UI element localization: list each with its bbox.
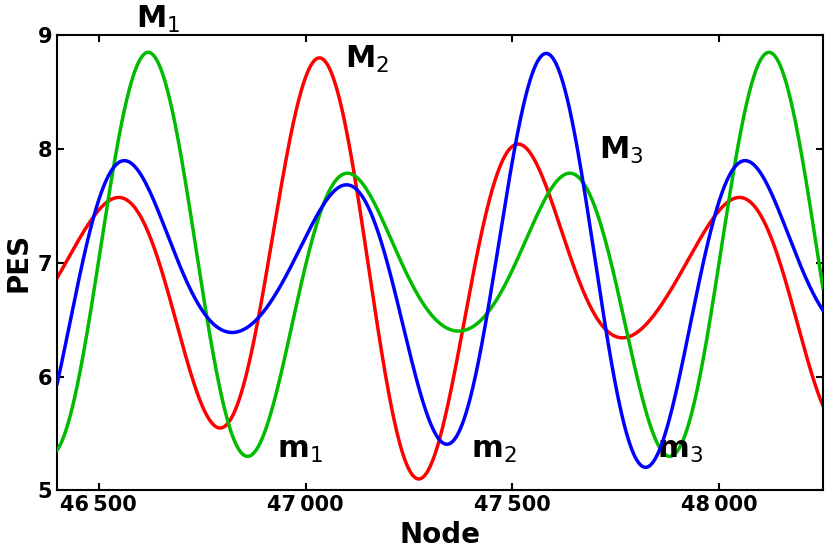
Text: M$_2$: M$_2$ (345, 44, 389, 75)
Text: m$_1$: m$_1$ (276, 436, 323, 466)
Text: M$_3$: M$_3$ (600, 135, 644, 166)
Text: M$_1$: M$_1$ (136, 4, 180, 35)
Text: m$_2$: m$_2$ (471, 436, 517, 466)
Y-axis label: PES: PES (4, 233, 32, 293)
Text: m$_3$: m$_3$ (657, 436, 703, 466)
X-axis label: Node: Node (399, 521, 480, 549)
